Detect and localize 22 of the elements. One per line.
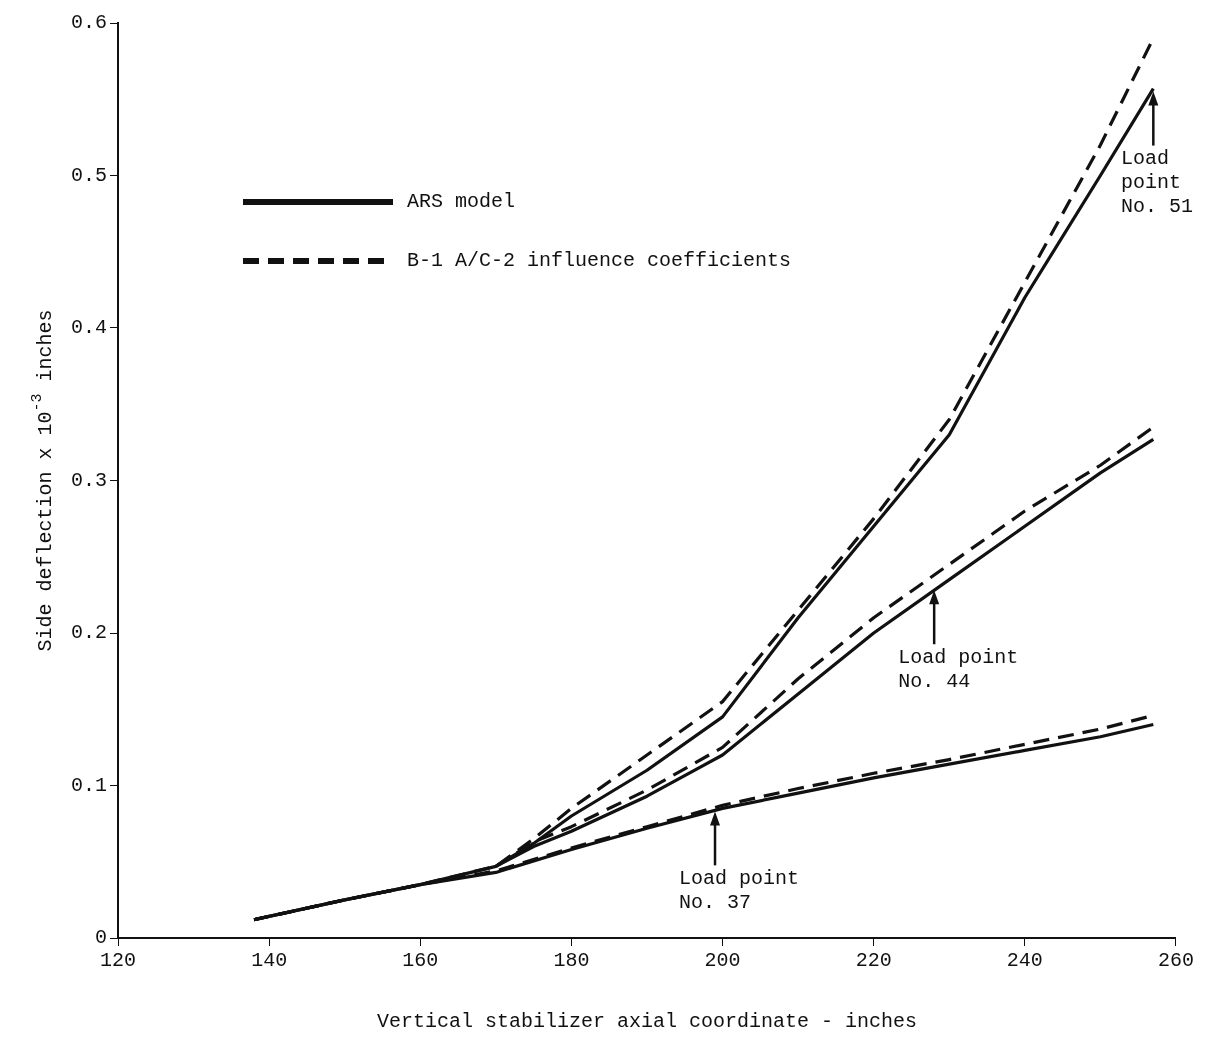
x-tick-label: 220 <box>855 949 892 973</box>
x-axis-title: Vertical stabilizer axial coordinate - inches <box>376 1010 918 1034</box>
annotation: Load point No. 44 <box>898 645 1019 693</box>
y-tick-label: 0.3 <box>70 468 108 492</box>
x-tick-label: 160 <box>402 949 439 973</box>
legend-label: B-1 A/C-2 influence coefficients <box>407 249 792 272</box>
annotation: Load point No. 37 <box>679 866 800 914</box>
x-tick-label: 260 <box>1157 949 1194 973</box>
y-tick-label: 0.6 <box>70 11 108 35</box>
y-tick-label: 0.4 <box>70 316 108 340</box>
x-tick-label: 200 <box>704 949 741 973</box>
y-tick-label: 0.5 <box>70 163 108 187</box>
y-tick-label: 0 <box>94 926 108 950</box>
y-tick-label: 0.2 <box>70 621 108 645</box>
x-tick-label: 140 <box>251 949 288 973</box>
y-tick-label: 0.1 <box>70 773 108 797</box>
legend-label: ARS model <box>407 190 516 213</box>
x-tick-label: 240 <box>1006 949 1043 973</box>
y-axis-title: Side deflection x 10-3 inches <box>28 309 58 652</box>
x-tick-label: 120 <box>100 949 137 973</box>
x-tick-label: 180 <box>553 949 590 973</box>
annotation: Load point No. 51 <box>1120 146 1193 218</box>
